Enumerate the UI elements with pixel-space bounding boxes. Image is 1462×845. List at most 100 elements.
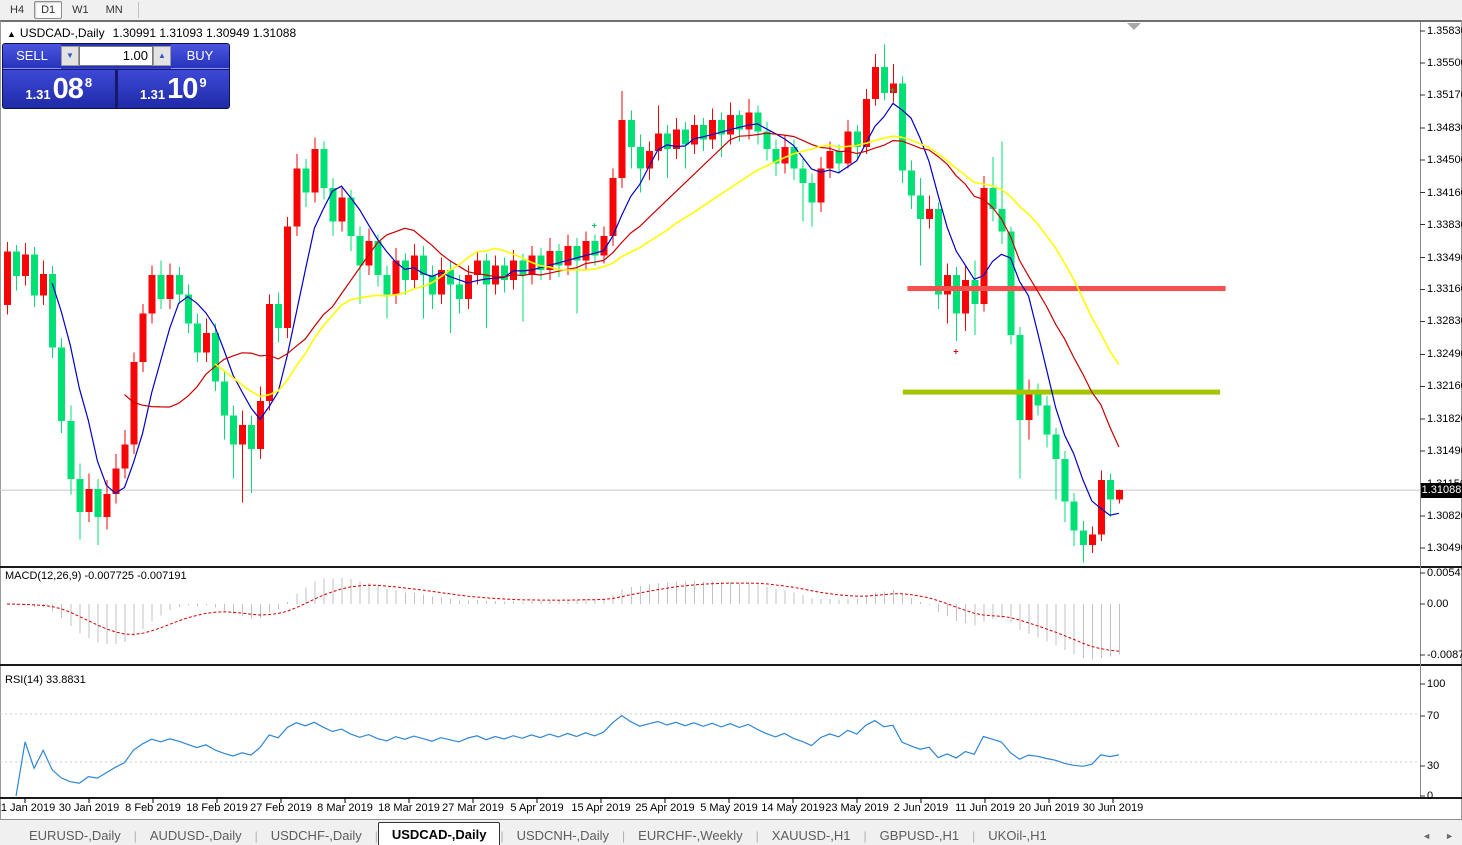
candle-body [428,274,436,295]
candle-body [293,168,301,227]
tab-scroll-right-icon[interactable]: ► [1445,831,1454,841]
macd-label: MACD(12,26,9) -0.007725 -0.007191 [5,570,187,582]
date-axis-label: 8 Feb 2019 [125,802,181,814]
candle-body [239,425,247,445]
volume-input[interactable]: 1.00 [79,46,153,66]
date-axis-label: 14 May 2019 [761,802,825,814]
horizontal-level-line[interactable] [902,389,1221,395]
candle-body [13,251,21,276]
chart-tab-audusd-daily[interactable]: AUDUSD-,Daily [149,828,242,843]
candle-body [790,147,798,169]
candle-body [663,133,671,150]
rsi-line [15,714,1120,797]
tab-separator: | [755,829,759,843]
candle-body [537,255,545,271]
chart-ohlc-values: 1.30991 1.31093 1.30949 1.31088 [112,26,297,40]
price-chart-canvas[interactable]: + + + [0,20,1462,820]
candle-body [980,187,988,305]
candle-body [85,488,93,513]
timeframe-button-h4[interactable]: H4 [10,4,25,16]
candle-body [456,284,463,300]
candle-body [338,197,346,222]
candle-body [1061,458,1069,502]
candle-body [419,255,427,275]
candle-body [139,313,147,363]
candle-body [356,236,364,266]
macd-axis-label: 0.005474 [1427,567,1462,579]
chart-tab-ukoil-h1[interactable]: UKOil-,H1 [988,828,1047,843]
candle-body [700,124,708,140]
candle-body [799,168,807,183]
candle-body [573,245,581,261]
rsi-axis-label: 100 [1427,678,1446,690]
candle-body [1034,391,1042,406]
scroll-to-end-marker[interactable] [1127,23,1141,30]
chart-tab-usdcad-daily[interactable]: USDCAD-,Daily [377,822,501,845]
timeframe-button-d1[interactable]: D1 [34,1,63,19]
buy-button[interactable]: BUY [171,44,229,69]
candle-body [465,274,473,300]
candle-body [898,83,906,171]
candle-body [808,182,816,203]
price-axis-label: 1.31490 [1427,445,1462,458]
chart-tab-xauusd-h1[interactable]: XAUUSD-,H1 [771,828,851,843]
candle-body [609,178,617,237]
candle-body [230,415,237,445]
candle-body [871,66,879,99]
candle-body [329,187,337,222]
price-axis-label: 1.34160 [1427,186,1462,199]
candle-body [727,115,735,135]
date-axis-label: 30 Jun 2019 [1082,802,1144,814]
macd-axis-label: 0.00 [1427,598,1449,610]
macd-signal-line [6,582,1119,652]
chart-tab-usdchf-daily[interactable]: USDCHF-,Daily [270,828,362,843]
chart-marker: + [953,346,958,356]
candle-body [347,197,355,237]
moving-average-line [214,135,1120,398]
candle-body [1088,534,1096,546]
candle-body [528,255,536,275]
candle-body [935,209,943,295]
candle-body [257,400,265,450]
volume-increase-button[interactable]: ▲ [153,46,171,66]
candle-body [618,120,626,179]
tab-separator: | [622,829,626,843]
chart-tab-eurusd-daily[interactable]: EURUSD-,Daily [29,828,121,843]
sell-price-prefix: 1.31 [25,86,51,102]
horizontal-level-line[interactable] [907,286,1226,292]
candle-body [754,112,762,132]
candle-body [591,241,599,256]
sell-price-button[interactable]: 1.31 08 8 [3,70,115,108]
buy-price-button[interactable]: 1.31 10 9 [117,70,229,108]
volume-decrease-button[interactable]: ▼ [61,46,79,66]
moving-average-line [51,102,1120,516]
candle-body [835,151,843,164]
candle-body [148,274,156,314]
sell-button[interactable]: SELL [3,44,61,69]
candle-body [1007,231,1015,335]
timeframe-button-w1[interactable]: W1 [72,4,89,16]
chart-window [0,20,1462,821]
candle-body [962,279,970,314]
tab-scroll-left-icon[interactable]: ◄ [1422,831,1432,841]
candle-body [709,120,717,140]
price-axis-label: 1.32160 [1427,380,1462,393]
chart-tab-gbpusd-h1[interactable]: GBPUSD-,H1 [879,828,960,843]
date-axis-label: 18 Feb 2019 [186,802,248,814]
timeframe-button-mn[interactable]: MN [105,4,123,16]
candle-body [510,260,518,280]
chart-tab-eurchf-weekly[interactable]: EURCHF-,Weekly [638,828,743,843]
candle-body [157,274,165,300]
chart-tab-usdcnh-daily[interactable]: USDCNH-,Daily [516,828,610,843]
sell-price-big: 08 [52,72,84,105]
price-axis-label: 1.35500 [1427,56,1462,69]
chart-tab-bar: EURUSD-,Daily | AUDUSD-,Daily | USDCHF-,Dail… [0,819,1462,845]
price-axis-label: 1.34830 [1427,121,1462,134]
candle-body [1043,405,1051,435]
candle-body [483,260,491,285]
date-axis-label: 5 May 2019 [700,802,758,814]
date-axis-label: 23 May 2019 [825,802,889,814]
tab-separator: | [254,829,258,843]
rsi-axis-label: 70 [1427,710,1440,722]
